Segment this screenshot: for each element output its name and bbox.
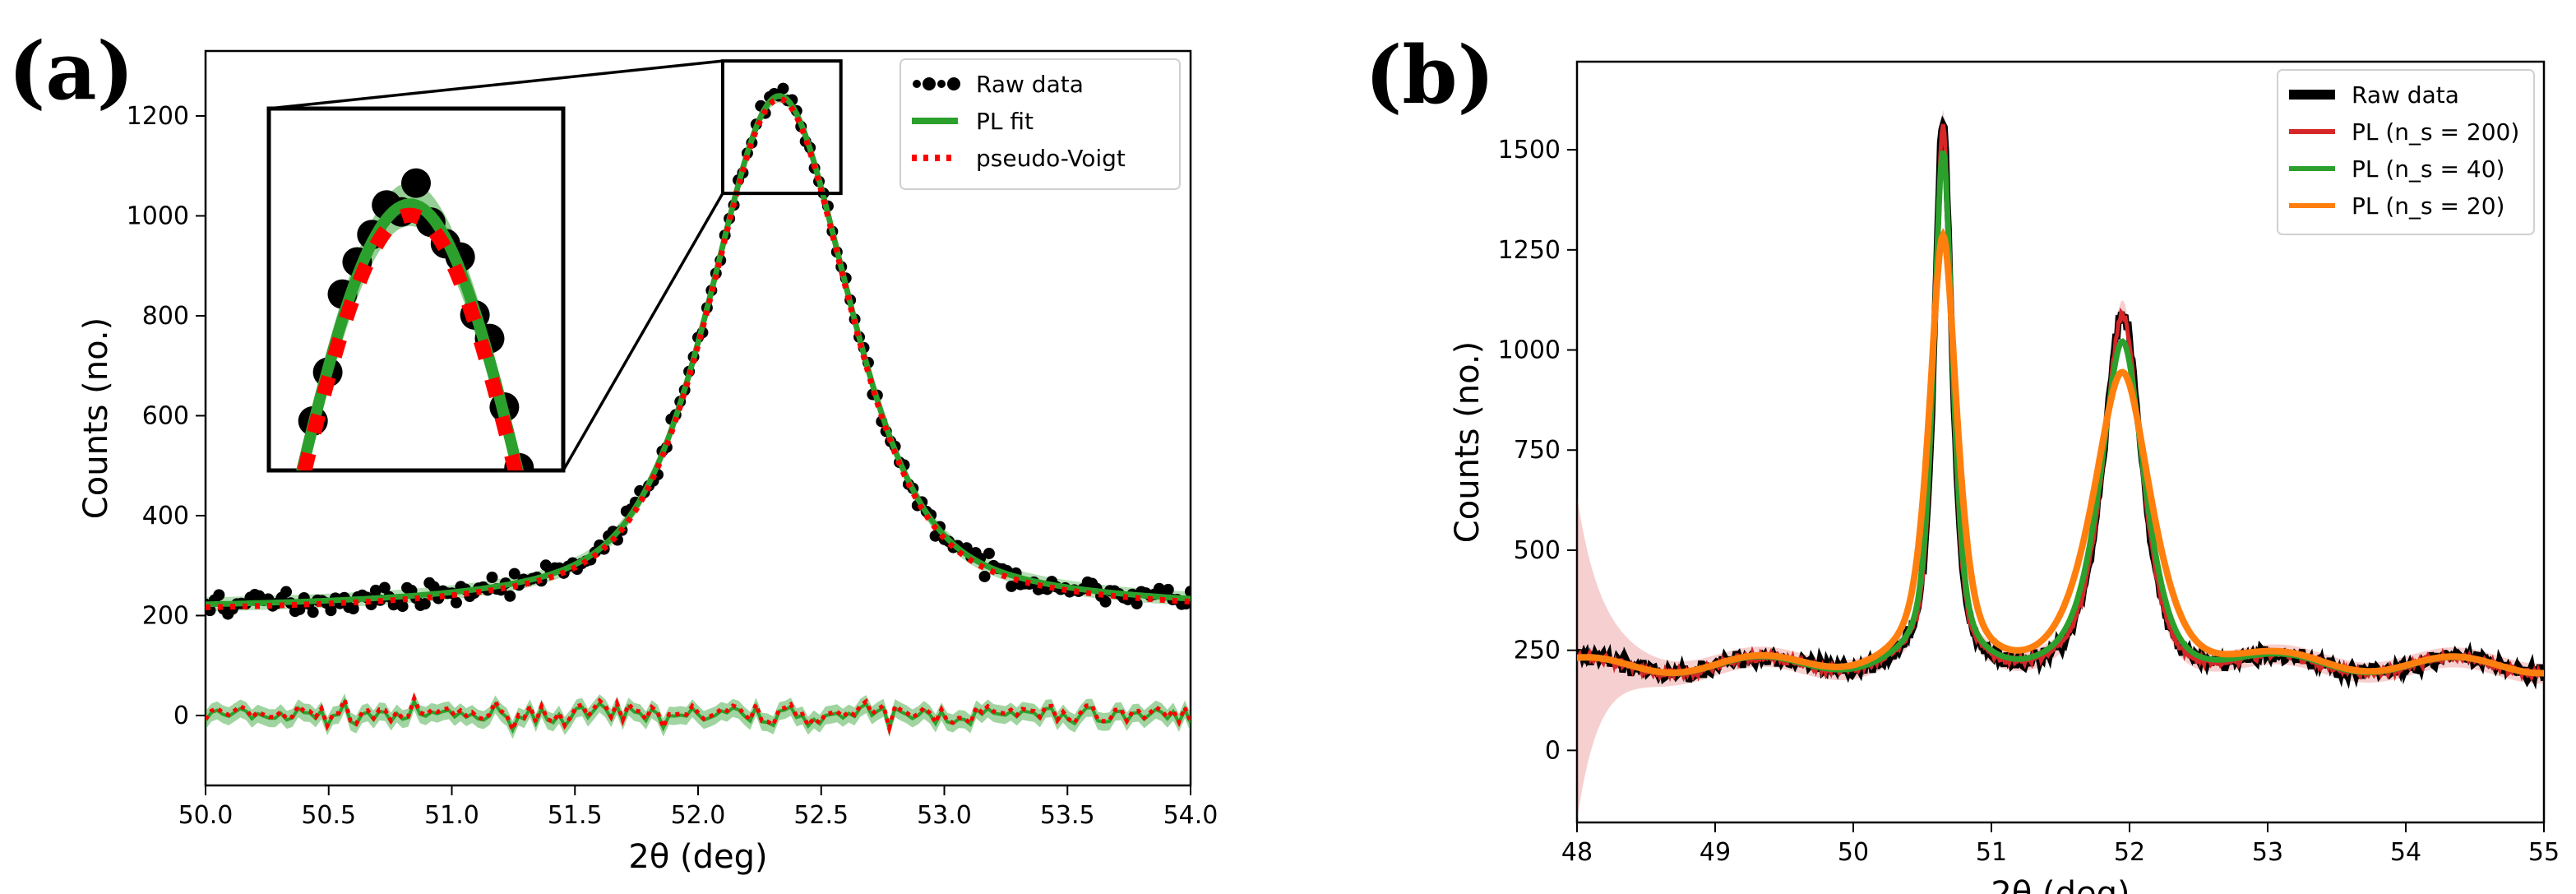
panel-label: (a) bbox=[8, 25, 134, 118]
raw-data-point bbox=[508, 567, 520, 580]
raw-data-point bbox=[978, 570, 991, 582]
raw-data-point bbox=[307, 606, 319, 618]
panel-b: (b) 48 49 50 51 52 53 54 55 0 250 500 750 1000 1250 150… bbox=[1365, 29, 2560, 894]
x-tick-label: 51.5 bbox=[548, 801, 603, 830]
legend-marker-raw bbox=[947, 77, 960, 90]
raw-data-point bbox=[369, 584, 382, 596]
y-axis-label: Counts (no.) bbox=[77, 317, 115, 519]
x-tick-label: 52 bbox=[2114, 838, 2145, 867]
x-tick-label: 54.0 bbox=[1163, 801, 1219, 830]
zoom-connector bbox=[562, 192, 724, 471]
x-axis-label: 2θ (deg) bbox=[1991, 875, 2130, 894]
x-tick-label: 51.0 bbox=[424, 801, 479, 830]
plot-frame bbox=[1575, 60, 2546, 824]
legend-marker-raw bbox=[937, 80, 946, 88]
x-tick-label: 48 bbox=[1561, 838, 1593, 867]
raw-data-point bbox=[983, 547, 995, 559]
y-tick-label: 0 bbox=[1545, 736, 1561, 765]
y-tick-label: 400 bbox=[142, 502, 189, 530]
residual-pl-line bbox=[206, 697, 1191, 734]
raw-data-point bbox=[428, 581, 440, 593]
raw-data-point bbox=[325, 604, 337, 617]
y-tick-label: 800 bbox=[142, 302, 189, 331]
y-tick-label: 600 bbox=[142, 401, 189, 430]
raw-data-point bbox=[1162, 583, 1174, 595]
y-tick-label: 1000 bbox=[127, 201, 189, 230]
x-tick-label: 53.5 bbox=[1040, 801, 1095, 830]
raw-data-point bbox=[396, 600, 409, 613]
y-tick-label: 1200 bbox=[127, 102, 189, 131]
raw-data-point bbox=[1006, 580, 1018, 592]
zoom-connector bbox=[268, 59, 724, 110]
inset-raw-point bbox=[534, 618, 563, 647]
plot-frame bbox=[204, 49, 1192, 787]
x-tick-label: 49 bbox=[1700, 838, 1731, 867]
y-tick-label: 500 bbox=[1514, 536, 1561, 565]
legend-box bbox=[900, 58, 1181, 190]
raw-data-point bbox=[347, 603, 359, 615]
raw-data-point bbox=[777, 82, 789, 95]
x-axis-label: 2θ (deg) bbox=[628, 838, 767, 876]
x-tick-label: 52.0 bbox=[671, 801, 726, 830]
raw-data-point bbox=[450, 596, 462, 609]
legend-label: PL fit bbox=[976, 108, 1034, 135]
inset-plot bbox=[269, 168, 578, 667]
x-tick-label: 54 bbox=[2390, 838, 2421, 867]
inset-raw-point bbox=[519, 517, 548, 547]
x-tick-label: 51 bbox=[1976, 838, 2007, 867]
raw-data-point bbox=[929, 530, 941, 542]
residual-pv-line bbox=[206, 692, 1191, 736]
raw-data-point bbox=[1185, 586, 1191, 598]
raw-data-point bbox=[419, 598, 431, 610]
panel-label: (b) bbox=[1365, 29, 1495, 122]
legend-box bbox=[2277, 69, 2535, 235]
raw-data-point bbox=[378, 581, 391, 594]
zoom-rectangle bbox=[720, 59, 843, 196]
legend-label: pseudo-Voigt bbox=[976, 145, 1126, 172]
y-tick-label: 0 bbox=[173, 702, 189, 730]
inset-pseudo-voigt-line bbox=[297, 207, 523, 470]
pl20-line bbox=[1577, 228, 2544, 677]
x-tick-label: 55 bbox=[2528, 838, 2560, 867]
x-tick-label: 52.5 bbox=[793, 801, 849, 830]
pseudo-voigt-line bbox=[206, 95, 1191, 610]
legend-label: Raw data bbox=[2352, 81, 2459, 109]
raw-data-point bbox=[1099, 595, 1112, 608]
x-tick-label: 53 bbox=[2252, 838, 2283, 867]
y-tick-label: 1000 bbox=[1498, 336, 1561, 365]
legend-marker-raw bbox=[923, 77, 936, 90]
raw-data-point bbox=[280, 586, 293, 598]
x-tick-label: 50.5 bbox=[301, 801, 356, 830]
y-axis-label: Counts (no.) bbox=[1449, 341, 1487, 543]
inset-raw-point bbox=[284, 474, 313, 503]
y-tick-label: 1500 bbox=[1498, 136, 1561, 164]
inset-raw-point bbox=[269, 547, 298, 577]
x-tick-label: 50 bbox=[1838, 838, 1869, 867]
raw-data-point bbox=[504, 590, 516, 602]
legend-label: Raw data bbox=[976, 71, 1084, 98]
x-tick-label: 50.0 bbox=[178, 801, 234, 830]
plot-area-a bbox=[206, 82, 1191, 739]
legend-label: PL (n_s = 20) bbox=[2352, 192, 2504, 220]
inset-raw-point bbox=[401, 168, 431, 198]
inset-raw-point bbox=[548, 637, 578, 667]
y-tick-label: 1250 bbox=[1498, 236, 1561, 265]
panel-a: (a) 50.0 50.5 51.0 51.5 52.0 52.5 53.0 53.5 54.0 0… bbox=[8, 25, 1218, 876]
raw-data-point bbox=[213, 589, 225, 601]
y-tick-label: 750 bbox=[1514, 436, 1561, 465]
y-tick-label: 250 bbox=[1514, 637, 1561, 665]
legend-label: PL (n_s = 40) bbox=[2352, 155, 2504, 183]
y-tick-label: 200 bbox=[142, 601, 189, 630]
legend-marker-raw bbox=[913, 80, 921, 88]
legend-label: PL (n_s = 200) bbox=[2352, 118, 2519, 146]
x-tick-label: 53.0 bbox=[917, 801, 972, 830]
raw-data-point bbox=[486, 572, 498, 584]
plot-area-b bbox=[1577, 109, 2544, 821]
